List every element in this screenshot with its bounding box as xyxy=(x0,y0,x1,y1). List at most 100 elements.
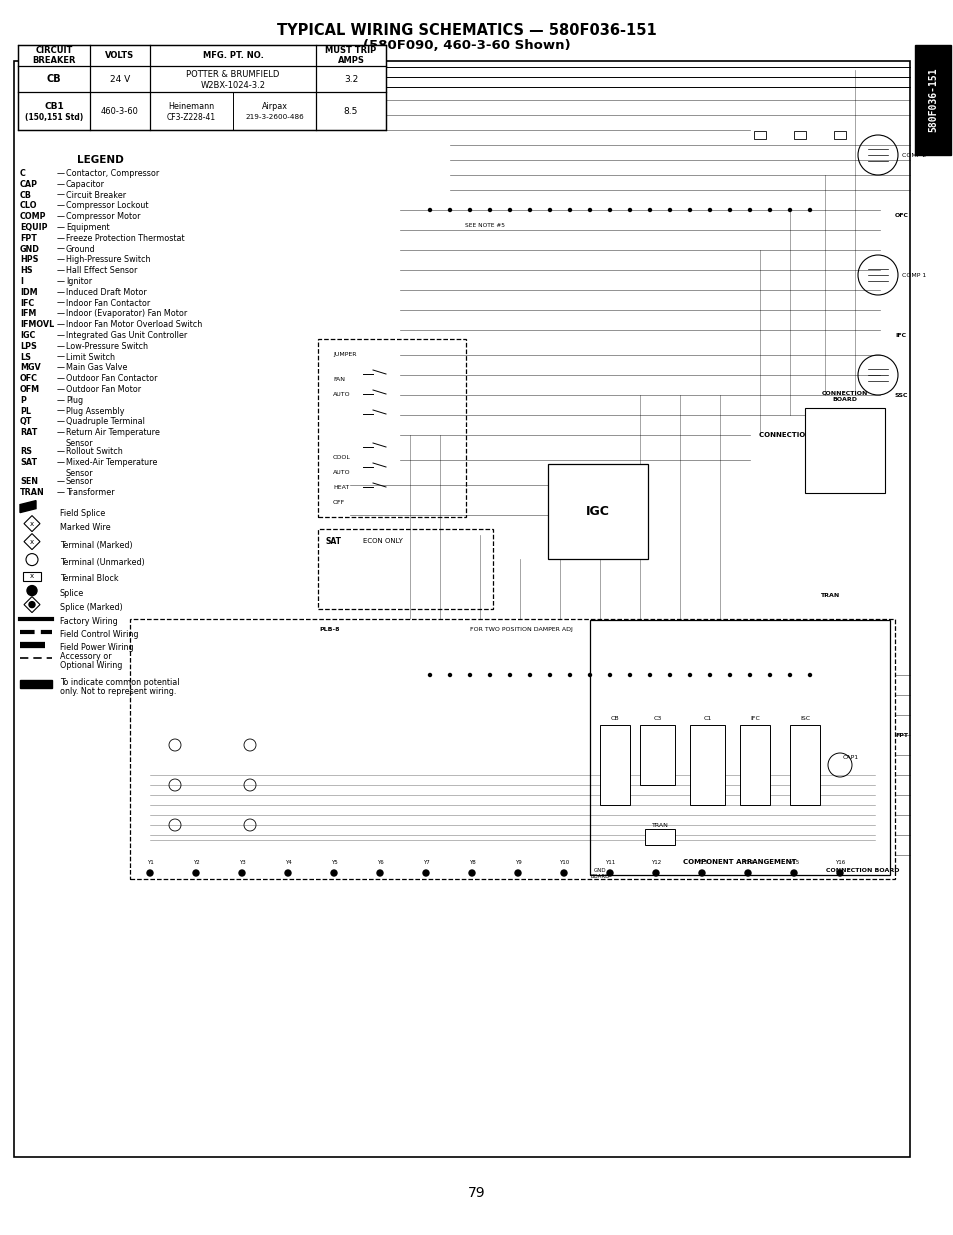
Text: SAT: SAT xyxy=(326,536,341,546)
Text: Terminal Block: Terminal Block xyxy=(60,574,118,583)
Text: SEE NOTE #5: SEE NOTE #5 xyxy=(464,222,504,227)
Text: Ground: Ground xyxy=(66,245,95,253)
Text: RAT: RAT xyxy=(20,429,37,437)
Bar xyxy=(833,131,845,140)
Text: Y12: Y12 xyxy=(650,860,660,864)
Text: Indoor (Evaporator) Fan Motor: Indoor (Evaporator) Fan Motor xyxy=(66,310,187,319)
Text: CONNECTION BOARD: CONNECTION BOARD xyxy=(825,867,899,872)
Text: CB: CB xyxy=(610,716,618,721)
Circle shape xyxy=(608,209,611,211)
Circle shape xyxy=(648,209,651,211)
Text: —: — xyxy=(57,353,65,362)
Text: Return Air Temperature: Return Air Temperature xyxy=(66,429,160,437)
Text: Y14: Y14 xyxy=(742,860,752,864)
Text: W2BX-1024-3.2: W2BX-1024-3.2 xyxy=(200,80,265,89)
Text: LS: LS xyxy=(20,353,30,362)
Text: (580F090, 460-3-60 Shown): (580F090, 460-3-60 Shown) xyxy=(363,38,570,52)
Text: SEN: SEN xyxy=(20,477,38,487)
Text: SAT: SAT xyxy=(20,458,37,467)
Polygon shape xyxy=(24,515,40,531)
Text: Y7: Y7 xyxy=(422,860,429,864)
Circle shape xyxy=(528,673,531,677)
Text: COMP 2: COMP 2 xyxy=(901,152,925,158)
Text: RS: RS xyxy=(20,447,32,456)
Circle shape xyxy=(699,869,704,876)
Text: —: — xyxy=(57,245,65,253)
Bar xyxy=(914,44,950,156)
Bar xyxy=(644,829,675,845)
Text: I: I xyxy=(20,277,23,287)
Circle shape xyxy=(728,673,731,677)
Text: Rollout Switch: Rollout Switch xyxy=(66,447,123,456)
Bar xyxy=(740,725,769,805)
Circle shape xyxy=(27,585,37,595)
Bar xyxy=(753,131,765,140)
Bar xyxy=(789,725,820,805)
Text: ECON ONLY: ECON ONLY xyxy=(363,538,402,543)
Circle shape xyxy=(688,673,691,677)
Text: COOL: COOL xyxy=(333,454,351,459)
Text: Sensor: Sensor xyxy=(66,438,93,448)
Text: IFC: IFC xyxy=(20,299,34,308)
Text: Y13: Y13 xyxy=(696,860,706,864)
Text: POTTER & BRUMFIELD: POTTER & BRUMFIELD xyxy=(186,69,279,79)
Text: GND
BOARD: GND BOARD xyxy=(590,868,609,879)
Text: HPS: HPS xyxy=(20,256,38,264)
Text: Low-Pressure Switch: Low-Pressure Switch xyxy=(66,342,148,351)
Text: CLO: CLO xyxy=(20,201,37,210)
Text: Ignitor: Ignitor xyxy=(66,277,92,287)
Text: Plug: Plug xyxy=(66,395,83,405)
Bar xyxy=(14,61,909,1157)
Text: —: — xyxy=(57,201,65,210)
Circle shape xyxy=(768,673,771,677)
Circle shape xyxy=(807,209,811,211)
Bar xyxy=(23,572,41,580)
Text: Field Splice: Field Splice xyxy=(60,509,105,517)
Circle shape xyxy=(744,869,750,876)
Text: Y16: Y16 xyxy=(834,860,844,864)
Text: —: — xyxy=(57,277,65,287)
Text: Y2: Y2 xyxy=(193,860,199,864)
Text: Hall Effect Sensor: Hall Effect Sensor xyxy=(66,267,137,275)
Text: HS: HS xyxy=(20,267,32,275)
Text: Quadruple Terminal: Quadruple Terminal xyxy=(66,417,145,426)
Bar xyxy=(793,131,805,140)
Circle shape xyxy=(422,869,429,876)
Text: TRAN: TRAN xyxy=(20,488,45,496)
Text: 3.2: 3.2 xyxy=(343,74,357,84)
Text: MFG. PT. NO.: MFG. PT. NO. xyxy=(202,51,263,61)
Text: Sensor: Sensor xyxy=(66,469,93,478)
Text: Y1: Y1 xyxy=(147,860,153,864)
Text: HEAT: HEAT xyxy=(333,484,349,489)
Text: Outdoor Fan Contactor: Outdoor Fan Contactor xyxy=(66,374,157,383)
Text: x: x xyxy=(30,538,34,545)
Text: —: — xyxy=(57,180,65,189)
Circle shape xyxy=(668,673,671,677)
Text: Outdoor Fan Motor: Outdoor Fan Motor xyxy=(66,385,141,394)
Text: IGC: IGC xyxy=(20,331,35,340)
Text: —: — xyxy=(57,212,65,221)
Text: —: — xyxy=(57,288,65,296)
Circle shape xyxy=(469,869,475,876)
Bar xyxy=(547,464,647,559)
Text: IFC: IFC xyxy=(894,332,905,337)
Bar xyxy=(317,338,465,517)
Circle shape xyxy=(508,673,511,677)
Bar xyxy=(130,619,894,879)
Text: IGC: IGC xyxy=(585,505,609,517)
Text: IFMOVL: IFMOVL xyxy=(20,320,54,330)
Text: —: — xyxy=(57,429,65,437)
Bar xyxy=(639,725,675,785)
Circle shape xyxy=(528,209,531,211)
Circle shape xyxy=(548,673,551,677)
Circle shape xyxy=(29,601,35,608)
Text: 219-3-2600-486: 219-3-2600-486 xyxy=(245,114,304,120)
Text: Optional Wiring: Optional Wiring xyxy=(60,661,122,671)
Text: PL: PL xyxy=(20,406,30,416)
Text: —: — xyxy=(57,310,65,319)
Circle shape xyxy=(788,673,791,677)
Text: CAP: CAP xyxy=(20,180,38,189)
Text: —: — xyxy=(57,331,65,340)
Text: GND: GND xyxy=(20,245,40,253)
Text: —: — xyxy=(57,374,65,383)
